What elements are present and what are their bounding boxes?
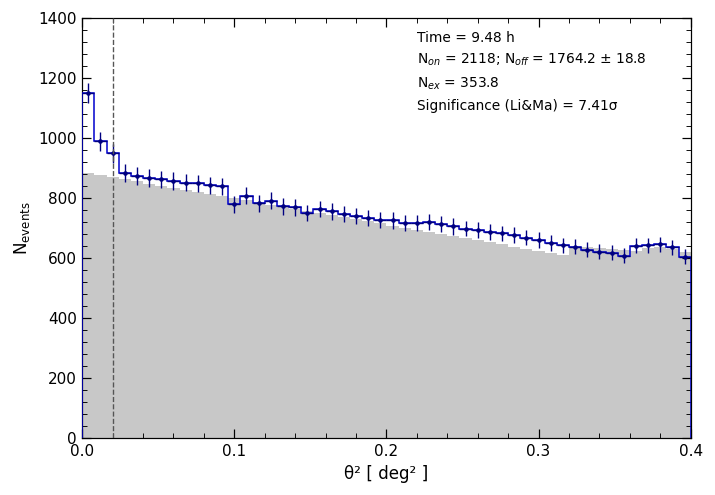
Y-axis label: N$_{\mathrm{events}}$: N$_{\mathrm{events}}$ xyxy=(12,201,32,255)
Text: Time = 9.48 h
N$_{on}$ = 2118; N$_{off}$ = 1764.2 ± 18.8
N$_{ex}$ = 353.8
Signif: Time = 9.48 h N$_{on}$ = 2118; N$_{off}$… xyxy=(417,31,646,113)
X-axis label: θ² [ deg² ]: θ² [ deg² ] xyxy=(345,465,428,483)
